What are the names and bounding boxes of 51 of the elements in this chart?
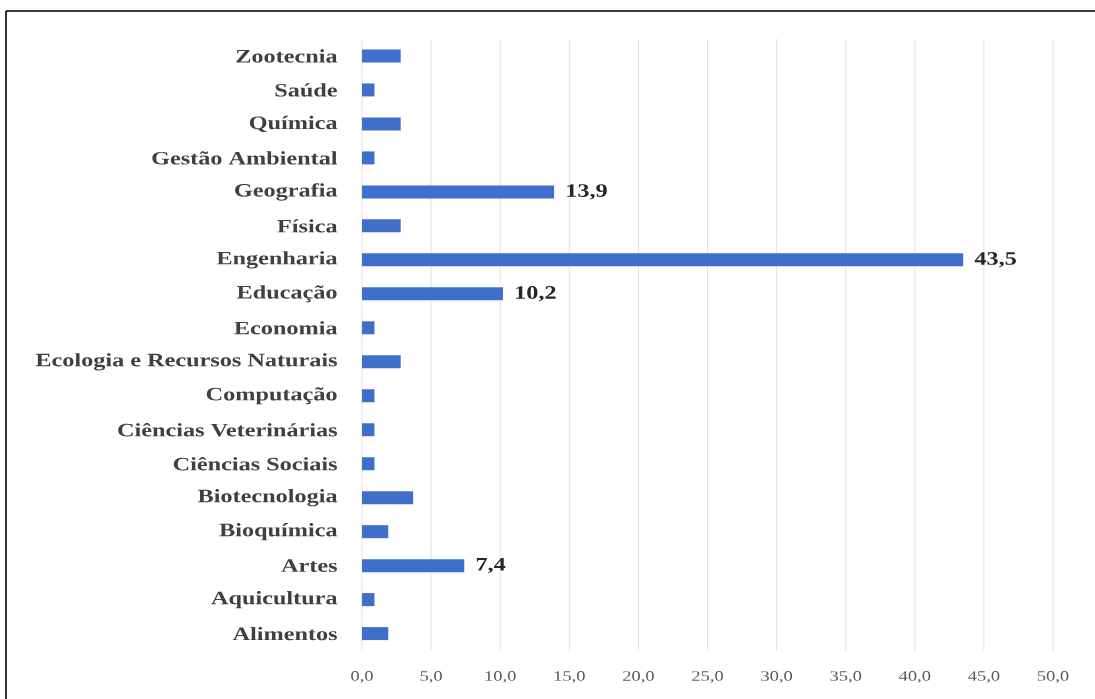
bar (362, 219, 401, 233)
bar (362, 287, 503, 301)
x-tick-label: 40,0 (898, 671, 931, 683)
x-tick-label: 10,0 (485, 671, 516, 683)
y-tick-label: Computação (206, 387, 337, 405)
bar (362, 117, 401, 131)
data-label: 10,2 (516, 286, 556, 302)
x-tick-label: 5,0 (420, 671, 442, 683)
x-tick-label: 25,0 (692, 671, 723, 683)
y-tick-label: Alimentos (232, 626, 337, 641)
y-tick-label: Artes (281, 559, 337, 572)
bar (362, 593, 375, 607)
data-label: 43,5 (974, 252, 1016, 268)
y-tick-label: Biotecnologia (197, 489, 338, 507)
y-tick-label: Bioquímica (219, 523, 338, 541)
y-tick-label: Ciências Veterinárias (118, 422, 338, 437)
y-tick-label: Gestão Ambiental (152, 151, 338, 165)
bar (362, 457, 375, 471)
x-tick-label: 45,0 (968, 671, 1000, 683)
x-tick-label: 20,0 (623, 671, 654, 683)
y-tick-label: Economia (234, 321, 338, 335)
bar (362, 355, 401, 369)
x-tick-label: 15,0 (554, 671, 585, 683)
x-tick-label: 35,0 (830, 671, 862, 683)
y-tick-label: Ciências Sociais (173, 456, 337, 471)
bar (362, 627, 389, 641)
bar (362, 253, 964, 267)
bar (362, 49, 401, 63)
bar (362, 83, 375, 97)
bar (362, 151, 375, 165)
bar (362, 491, 414, 505)
bar (362, 389, 375, 403)
bar (362, 423, 375, 437)
y-tick-label: Engenharia (216, 251, 338, 269)
x-tick-label: 0,0 (351, 671, 373, 683)
y-tick-label: Educação (237, 285, 337, 303)
bar (362, 185, 555, 199)
y-tick-label: Saúde (275, 83, 337, 97)
data-label: 7,4 (476, 557, 506, 574)
y-tick-label: Química (249, 115, 338, 133)
data-label: 13,9 (567, 184, 607, 200)
x-tick-label: 50,0 (1037, 671, 1069, 683)
y-tick-label: Física (277, 219, 338, 233)
x-tick-label: 30,0 (761, 671, 793, 683)
y-tick-label: Zootecnia (236, 49, 338, 63)
y-tick-label: Aquicultura (211, 591, 338, 609)
bar (362, 321, 375, 335)
bar (362, 559, 465, 573)
y-tick-label: Geografia (235, 183, 338, 201)
bar (362, 525, 389, 539)
y-tick-label: Ecologia e Recursos Naturais (35, 353, 337, 371)
